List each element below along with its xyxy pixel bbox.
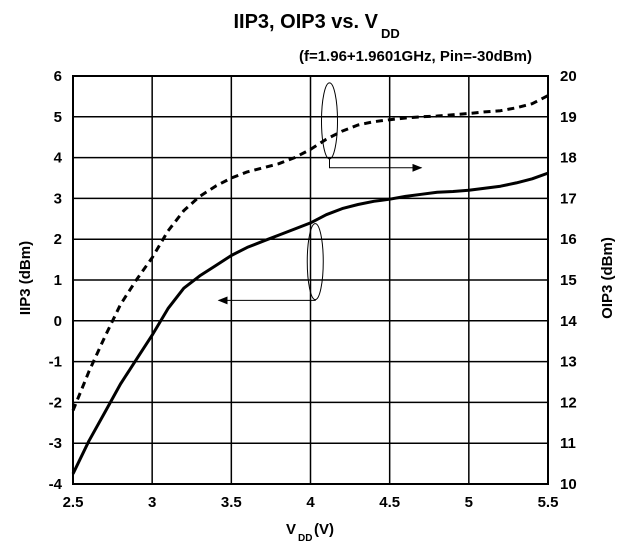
x-tick-label: 2.5 [63,494,84,511]
y-left-tick-label: 6 [54,68,62,85]
x-tick-labels: 2.5 3 3.5 4 4.5 5 5.5 [63,494,559,511]
y-right-tick-label: 17 [560,190,577,207]
y-right-tick-label: 13 [560,354,577,371]
y-right-tick-label: 14 [560,313,577,330]
chart-subtitle: (f=1.96+1.9601GHz, Pin=-30dBm) [299,48,532,65]
x-tick-label: 5.5 [538,494,559,511]
x-axis-label: V [286,521,296,538]
chart-title-subscript: DD [381,26,400,41]
y-right-tick-label: 18 [560,150,577,167]
annotation-layer [217,82,423,305]
y-right-tick-label: 15 [560,272,577,289]
y-right-tick-label: 10 [560,476,577,493]
series-layer [71,94,549,475]
y-left-tick-label: 4 [54,150,63,167]
plot-frame [72,75,549,485]
y-right-tick-labels: 10 11 12 13 14 15 16 17 18 19 20 [560,68,577,493]
x-tick-label: 5 [465,494,473,511]
annotation-ellipse [321,82,338,160]
y-left-tick-label: 2 [54,231,62,248]
y-right-tick-label: 16 [560,231,577,248]
y-left-tick-label: -1 [49,354,62,371]
y-left-tick-label: 5 [54,109,62,126]
y-left-tick-label: 0 [54,313,62,330]
y-left-tick-label: -3 [49,435,62,452]
y-left-tick-label: 3 [54,190,62,207]
x-tick-label: 3.5 [221,494,242,511]
annotation-arrow [217,296,316,305]
y-right-tick-label: 19 [560,109,577,126]
series-line-oip3 [71,94,549,412]
x-axis-label-unit: (V) [314,521,334,538]
y-left-tick-label: -4 [49,476,63,493]
chart-title: IIP3, OIP3 vs. V [233,11,378,33]
grid [72,75,549,485]
y-left-axis-label: IIP3 (dBm) [17,241,34,315]
annotation-ellipse [306,223,324,301]
y-left-tick-label: -2 [49,394,62,411]
y-left-tick-labels: -4 -3 -2 -1 0 1 2 3 4 5 6 [49,68,63,493]
series-line-iip3 [71,171,549,475]
x-axis-label-subscript: DD [298,533,312,544]
y-right-tick-label: 12 [560,394,577,411]
y-right-tick-label: 20 [560,68,577,85]
y-left-tick-label: 1 [54,272,62,289]
annotation-arrow [329,158,423,172]
x-tick-label: 4 [306,494,315,511]
x-tick-label: 4.5 [379,494,400,511]
x-tick-label: 3 [148,494,156,511]
y-right-axis-label: OIP3 (dBm) [599,237,616,319]
y-right-tick-label: 11 [560,435,576,452]
